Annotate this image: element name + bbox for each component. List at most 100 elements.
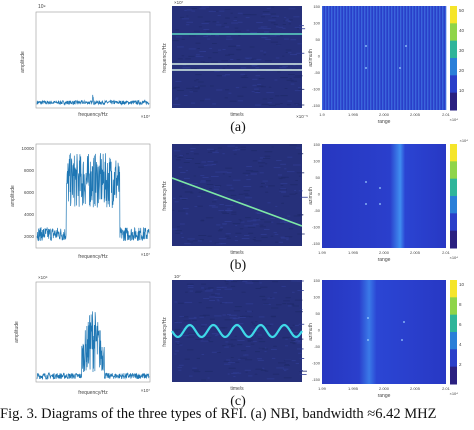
image-c-xlabel: range (378, 393, 391, 399)
svg-text:-100: -100 (312, 361, 321, 366)
svg-text:40: 40 (459, 28, 465, 33)
svg-text:1.995: 1.995 (348, 112, 359, 117)
spectrum-b-xexp: ×10⁷ (141, 252, 151, 257)
spectrum-c-xlabel: frequency/Hz (78, 390, 108, 396)
image-a-ylabel: azimuth (308, 49, 314, 67)
spectrum-a-xexp: ×10⁷ (141, 114, 151, 119)
svg-text:10: 10 (459, 282, 465, 287)
svg-text:2.01: 2.01 (442, 112, 451, 117)
svg-text:30: 30 (459, 48, 465, 53)
spectrum-c-trace (36, 311, 150, 381)
spectrum-a-ylabel: amplitude (20, 51, 26, 73)
tf-a-xexp: ×10⁻⁵ (296, 114, 308, 119)
svg-text:1.995: 1.995 (348, 386, 359, 391)
svg-text:2.01: 2.01 (442, 386, 451, 391)
tf-a-yexp: ×10⁷ (174, 0, 184, 5)
svg-text:0: 0 (318, 54, 321, 59)
svg-text:-100: -100 (312, 225, 321, 230)
spectrum-plot-b: 10000 8000 6000 4000 2000 amplitude frequenc… (10, 143, 151, 260)
svg-text:0: 0 (318, 328, 321, 333)
image-b-xexp: ×10⁴ (449, 255, 458, 260)
subfig-label-a: (a) (230, 120, 246, 135)
tf-c-sinusoid (171, 323, 303, 339)
image-a-xlabel: range (378, 119, 391, 125)
spectrum-a-xlabel: frequency/Hz (78, 112, 108, 118)
spectrum-a-trace (36, 94, 150, 106)
image-c-ylabel: azimuth (308, 323, 314, 341)
svg-text:2.005: 2.005 (410, 386, 421, 391)
svg-text:2.01: 2.01 (442, 250, 451, 255)
svg-text:1.99: 1.99 (318, 386, 327, 391)
svg-text:50: 50 (316, 175, 321, 180)
spectrum-c-xexp: ×10⁷ (141, 388, 151, 393)
image-b-ylabel: azimuth (308, 187, 314, 205)
svg-text:1.995: 1.995 (348, 250, 359, 255)
spectrum-b-ylabel: amplitude (10, 185, 16, 207)
svg-text:-150: -150 (312, 241, 321, 246)
tf-plot-b: frequency/Hz time/s (162, 144, 308, 256)
tf-plot-a: ×10⁷ frequency/Hz time/s ×10⁻⁵ (162, 0, 308, 119)
image-a-xexp: ×10⁴ (449, 117, 458, 122)
spectrum-b-trace (36, 153, 150, 242)
svg-text:6: 6 (459, 322, 462, 327)
svg-text:2.000: 2.000 (379, 386, 390, 391)
svg-text:150: 150 (313, 4, 320, 9)
tf-c-xlabel: time/s (230, 386, 244, 392)
tf-b-chirp (171, 177, 303, 227)
svg-text:8000: 8000 (24, 168, 35, 173)
svg-text:2: 2 (459, 362, 462, 367)
spectrum-a-exp: 10⁹ (38, 4, 46, 10)
svg-text:10: 10 (459, 88, 465, 93)
tf-b-ylabel: frequency/Hz (162, 181, 168, 211)
image-c-xexp: ×10⁴ (449, 391, 458, 396)
svg-text:2.005: 2.005 (410, 112, 421, 117)
svg-text:50: 50 (316, 311, 321, 316)
svg-text:0: 0 (318, 192, 321, 197)
tf-b-xlabel: time/s (230, 250, 244, 256)
svg-text:-50: -50 (314, 70, 321, 75)
svg-text:2.000: 2.000 (379, 112, 390, 117)
svg-text:-150: -150 (312, 377, 321, 382)
svg-text:-50: -50 (314, 344, 321, 349)
subfig-label-c: (c) (230, 394, 246, 409)
svg-text:50: 50 (459, 8, 465, 13)
svg-text:10000: 10000 (21, 146, 34, 151)
figure-caption: Fig. 3. Diagrams of the three types of R… (0, 406, 437, 422)
svg-text:150: 150 (313, 278, 320, 283)
svg-text:-100: -100 (312, 87, 321, 92)
svg-text:4: 4 (459, 342, 462, 347)
svg-text:-150: -150 (312, 103, 321, 108)
svg-text:100: 100 (313, 21, 320, 26)
spectrum-c-ylabel: amplitude (14, 321, 20, 343)
svg-text:2.005: 2.005 (410, 250, 421, 255)
image-b-xlabel: range (378, 257, 391, 263)
image-plot-a: 50 40 30 20 10 azimuth range ×10⁴ 1.9 1.995 2.… (308, 4, 465, 125)
tf-c-yexp: 10⁷ (174, 274, 181, 279)
image-plot-c: 10 8 6 4 2 azimuth range ×10⁴ 1.99 1.995 2.000… (308, 278, 465, 399)
spectrum-b-xlabel: frequency/Hz (78, 254, 108, 260)
tf-a-xlabel: time/s (230, 112, 244, 118)
spectrum-plot-a: 10⁹ amplitude frequency/Hz ×10⁷ (20, 4, 151, 119)
image-plot-b: ×10⁴ azimuth range ×10⁴ 1.99 1.995 2.000 2.… (308, 138, 468, 263)
svg-text:100: 100 (313, 159, 320, 164)
svg-text:100: 100 (313, 295, 320, 300)
svg-text:2000: 2000 (24, 234, 35, 239)
svg-text:-50: -50 (314, 208, 321, 213)
svg-text:8: 8 (459, 302, 462, 307)
svg-text:150: 150 (313, 142, 320, 147)
svg-text:50: 50 (316, 37, 321, 42)
image-b-cbar-exp: ×10⁴ (459, 138, 468, 143)
tf-a-ylabel: frequency/Hz (162, 43, 168, 73)
spectrum-plot-c: ×10⁴ amplitude frequency/Hz ×10⁷ (14, 275, 151, 396)
spectrum-c-exp: ×10⁴ (38, 275, 48, 280)
tf-c-ylabel: frequency/Hz (162, 317, 168, 347)
subfig-label-b: (b) (229, 258, 247, 273)
svg-text:4000: 4000 (24, 212, 35, 217)
svg-text:1.9: 1.9 (319, 112, 325, 117)
svg-text:6000: 6000 (24, 190, 35, 195)
tf-plot-c: 10⁷ frequency/Hz time/s (162, 274, 307, 392)
svg-text:2.000: 2.000 (379, 250, 390, 255)
svg-text:1.99: 1.99 (318, 250, 327, 255)
svg-text:20: 20 (459, 68, 465, 73)
